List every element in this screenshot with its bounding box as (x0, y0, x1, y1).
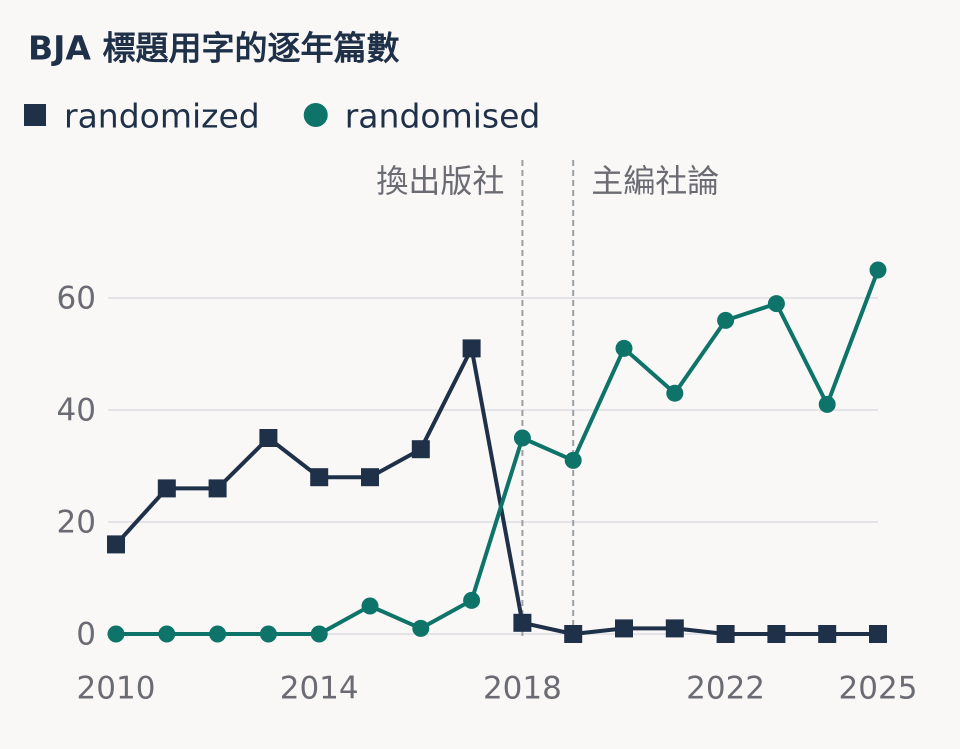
x-tick-label: 2022 (686, 671, 765, 707)
data-point (666, 384, 684, 402)
legend-marker (24, 104, 46, 126)
annotation-text: 主編社論 (591, 162, 719, 200)
data-point (818, 395, 836, 413)
data-point (615, 339, 633, 357)
data-point (564, 625, 583, 643)
data-point (869, 261, 887, 279)
data-point (665, 619, 684, 638)
series-line (114, 346, 878, 636)
data-point (107, 625, 125, 643)
data-point (513, 429, 531, 447)
data-point (157, 479, 176, 498)
y-tick-label: 60 (57, 281, 96, 317)
data-point (209, 625, 227, 643)
data-point (361, 468, 379, 487)
data-point (310, 468, 329, 487)
data-point (869, 625, 887, 643)
x-tick-label: 2018 (483, 671, 562, 707)
chart-title: BJA 標題用字的逐年篇數 (28, 29, 399, 68)
data-point (564, 451, 582, 469)
data-point (615, 619, 633, 638)
y-tick-label: 20 (57, 505, 96, 541)
data-point (716, 625, 735, 643)
x-tick-label: 2010 (77, 671, 156, 707)
series-line (116, 269, 880, 636)
data-point (107, 535, 125, 554)
data-point (717, 311, 735, 329)
data-point (412, 619, 430, 637)
legend-label: randomized (64, 97, 260, 136)
data-point (361, 597, 379, 615)
data-point (158, 625, 176, 643)
data-point (411, 440, 430, 459)
data-point (818, 625, 837, 643)
data-point (310, 625, 328, 643)
data-point (259, 429, 278, 447)
data-point (767, 625, 786, 643)
x-tick-label: 2025 (839, 671, 918, 707)
y-tick-label: 0 (76, 617, 96, 653)
legend-marker (303, 103, 328, 127)
data-point (462, 339, 481, 358)
data-point (208, 479, 227, 498)
data-point (513, 613, 532, 632)
data-point (259, 625, 277, 643)
annotation-text: 換出版社 (376, 162, 504, 200)
data-point (463, 591, 481, 609)
x-tick-label: 2014 (280, 671, 359, 707)
y-tick-label: 40 (57, 393, 96, 429)
legend-label: randomised (345, 97, 541, 136)
data-point (767, 295, 785, 313)
